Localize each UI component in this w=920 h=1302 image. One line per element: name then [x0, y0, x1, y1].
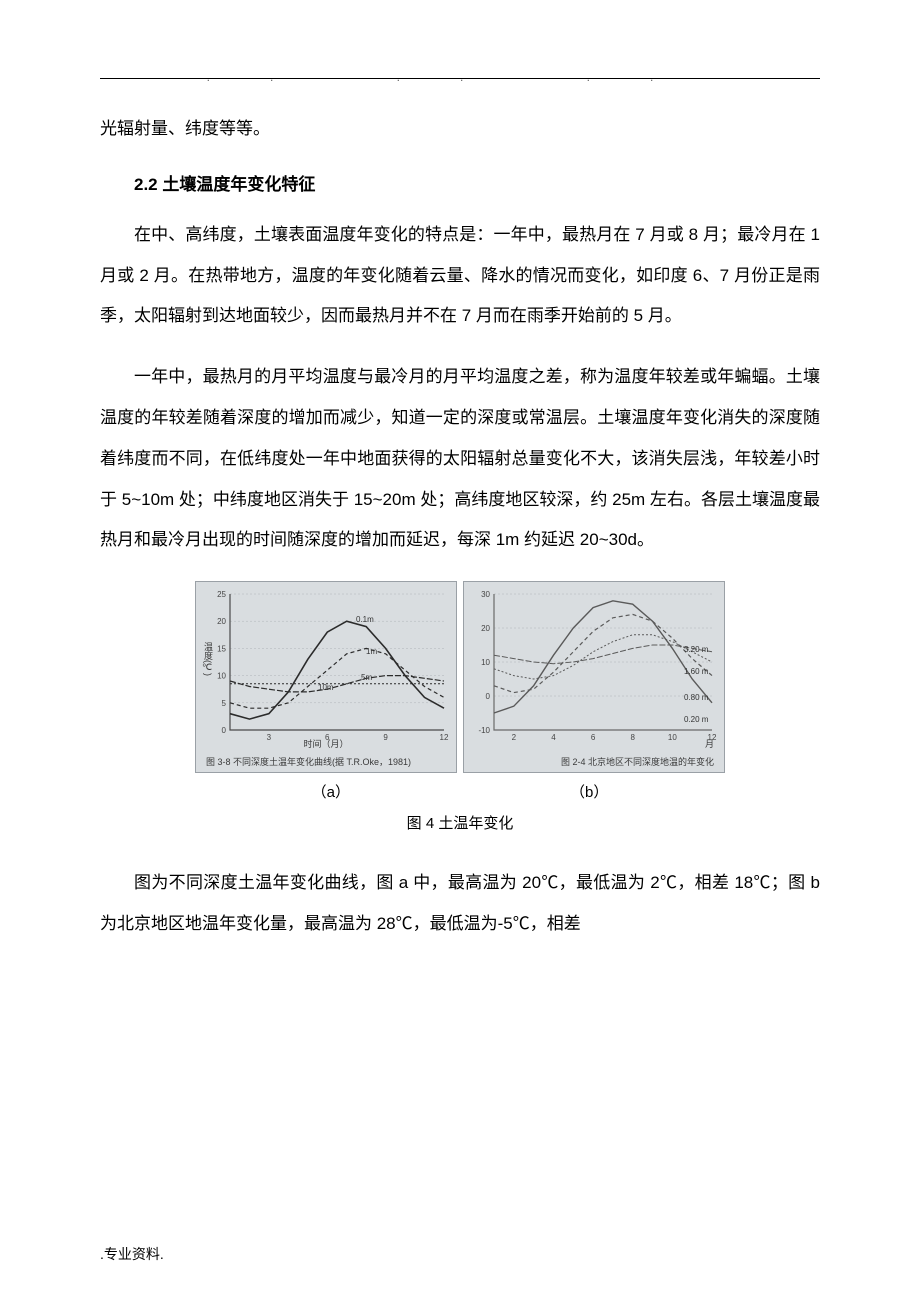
chart-b-caption: 图 2-4 北京地区不同深度地温的年变化 — [561, 755, 714, 768]
svg-text:0.80 m: 0.80 m — [684, 693, 709, 702]
section-2-2-para-1: 在中、高纬度，土壤表面温度年变化的特点是：一年中，最热月在 7 月或 8 月；最… — [100, 215, 820, 337]
chart-a: 0510152025369120.1m1m5m10m 温度(℃) 时间（月） 图… — [195, 581, 457, 773]
chart-b-xlabel: 月 — [705, 737, 714, 750]
svg-text:0.1m: 0.1m — [356, 615, 374, 624]
sublabel-a: （a） — [312, 781, 350, 802]
section-2-2-title: 2.2 土壤温度年变化特征 — [100, 170, 820, 195]
intro-trailing-text: 光辐射量、纬度等等。 — [100, 109, 820, 150]
chart-a-xlabel: 时间（月） — [196, 737, 456, 750]
svg-text:1.60 m: 1.60 m — [684, 667, 709, 676]
svg-text:10m: 10m — [318, 683, 334, 692]
chart-b: -100102030246810120.20 m0.80 m1.60 m3.20… — [463, 581, 725, 773]
chart-b-svg: -100102030246810120.20 m0.80 m1.60 m3.20… — [464, 582, 724, 772]
svg-text:20: 20 — [481, 624, 490, 633]
header-dots: .. .. .. — [0, 70, 920, 84]
svg-text:-10: -10 — [478, 726, 490, 735]
svg-text:10: 10 — [481, 658, 490, 667]
svg-text:10: 10 — [217, 672, 226, 681]
svg-text:30: 30 — [481, 590, 490, 599]
svg-text:0.20 m: 0.20 m — [684, 715, 709, 724]
svg-text:6: 6 — [591, 733, 596, 742]
document-page: .. .. .. 光辐射量、纬度等等。 2.2 土壤温度年变化特征 在中、高纬度… — [0, 0, 920, 1302]
chart-a-ylabel: 温度(℃) — [202, 642, 215, 676]
svg-text:8: 8 — [631, 733, 636, 742]
sublabel-b: （b） — [570, 781, 608, 802]
svg-text:4: 4 — [551, 733, 556, 742]
svg-text:5: 5 — [222, 699, 227, 708]
figure-4-wrap: 0510152025369120.1m1m5m10m 温度(℃) 时间（月） 图… — [100, 581, 820, 773]
svg-text:3.20 m: 3.20 m — [684, 645, 709, 654]
figure-4-explain: 图为不同深度土温年变化曲线，图 a 中，最高温为 20℃，最低温为 2℃，相差 … — [100, 863, 820, 945]
figure-4-sublabels: （a） （b） — [100, 781, 820, 802]
svg-text:1m: 1m — [366, 647, 377, 656]
svg-text:10: 10 — [668, 733, 677, 742]
svg-text:20: 20 — [217, 617, 226, 626]
svg-text:2: 2 — [512, 733, 517, 742]
chart-a-caption: 图 3-8 不同深度土温年变化曲线(据 T.R.Oke，1981) — [206, 755, 411, 768]
figure-4-caption: 图 4 土温年变化 — [100, 812, 820, 833]
svg-text:15: 15 — [217, 645, 226, 654]
svg-text:5m: 5m — [361, 673, 372, 682]
svg-text:0: 0 — [486, 692, 491, 701]
svg-text:0: 0 — [222, 726, 227, 735]
footer-note: .专业资料. — [100, 1244, 164, 1264]
section-2-2-para-2: 一年中，最热月的月平均温度与最冷月的月平均温度之差，称为温度年较差或年蝙蝠。土壤… — [100, 357, 820, 561]
svg-text:25: 25 — [217, 590, 226, 599]
